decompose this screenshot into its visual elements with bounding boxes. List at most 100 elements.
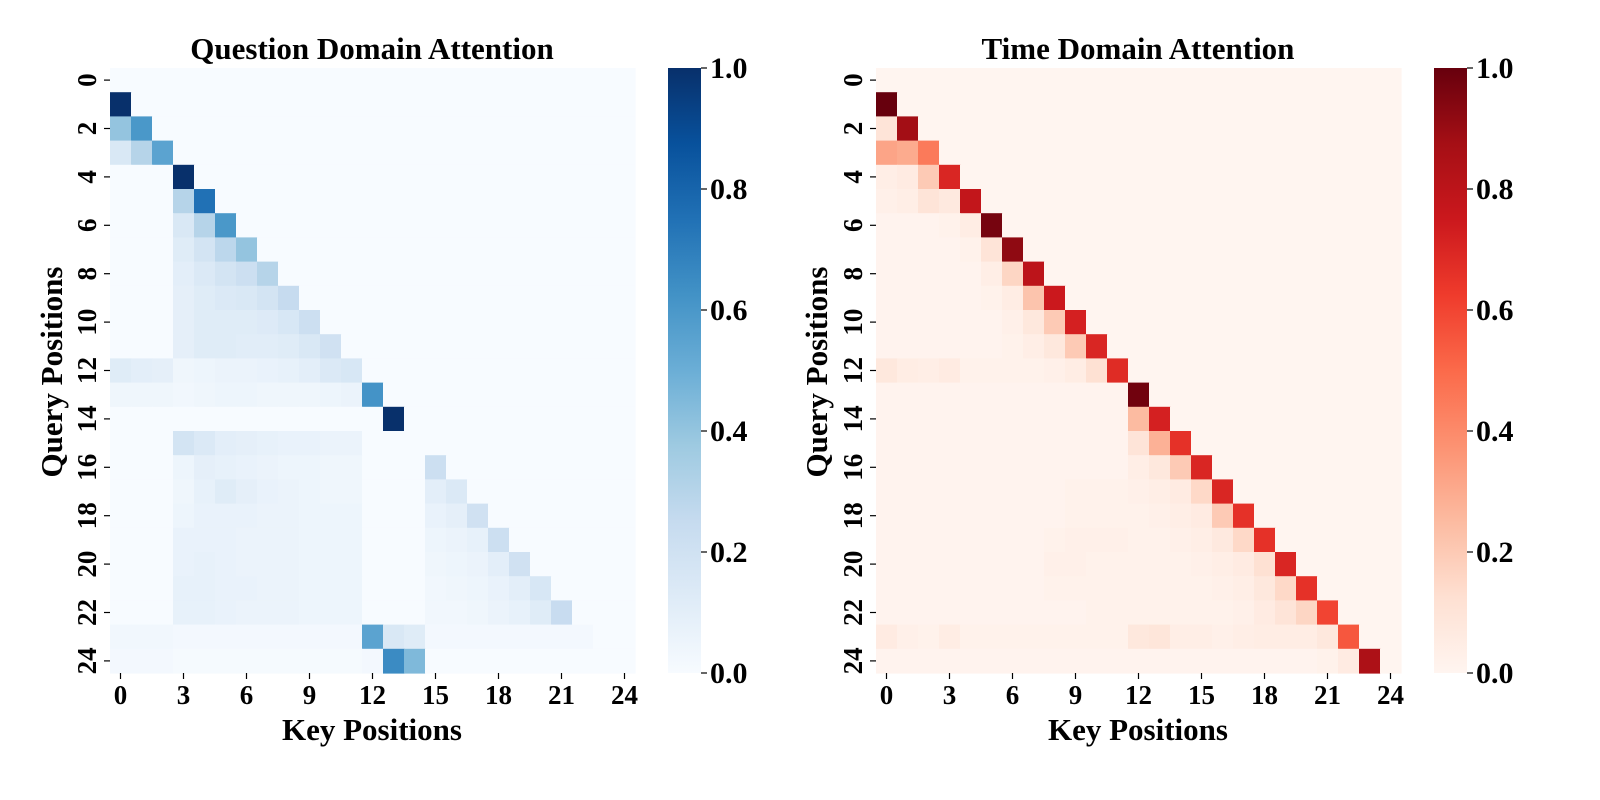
heatmap-cell [383, 285, 405, 311]
heatmap-cell [1380, 648, 1402, 674]
heatmap-cell [467, 406, 489, 432]
heatmap-cell [215, 140, 237, 166]
heatmap-cell [1191, 527, 1213, 553]
heatmap-cell [1023, 600, 1045, 626]
heatmap-cell [1065, 406, 1087, 432]
heatmap-cell [215, 164, 237, 190]
heatmap-cell [257, 68, 279, 93]
heatmap-cell [110, 552, 132, 577]
heatmap-cell [257, 237, 279, 263]
heatmap-cell [1317, 455, 1339, 480]
heatmap-cell [1338, 503, 1360, 529]
heatmap-cell [362, 116, 384, 142]
heatmap-cell [383, 576, 405, 601]
heatmap-cell [897, 527, 919, 553]
heatmap-cell [1170, 310, 1192, 335]
heatmap-cell [981, 479, 1003, 505]
colorbar-tick-label: 0.8 [710, 173, 748, 206]
x-tick-label: 18 [1251, 680, 1278, 710]
heatmap-cell [257, 576, 279, 601]
heatmap-cell [404, 116, 426, 142]
heatmap-cell [1086, 213, 1108, 238]
heatmap-cell [1359, 406, 1381, 432]
heatmap-cell [1023, 261, 1045, 287]
heatmap-cell [960, 382, 982, 408]
heatmap-cell [1149, 503, 1171, 529]
heatmap-cell [1086, 431, 1108, 456]
heatmap-cell [1338, 140, 1360, 166]
heatmap-cell [425, 189, 447, 214]
heatmap-cell [278, 576, 300, 601]
heatmap-cell [194, 237, 216, 263]
heatmap-cell [1149, 189, 1171, 214]
heatmap-cell [530, 455, 552, 480]
heatmap-cell [1317, 334, 1339, 359]
heatmap-cell [362, 503, 384, 529]
y-tick-label: 10 [838, 309, 868, 336]
heatmap-cell [299, 648, 321, 674]
heatmap-cell [918, 140, 940, 166]
heatmap-cell [341, 455, 363, 480]
heatmap-cell [425, 334, 447, 359]
heatmap-cell [960, 358, 982, 384]
heatmap-cell [425, 92, 447, 117]
heatmap-cell [876, 455, 898, 480]
heatmap-cell [1023, 406, 1045, 432]
heatmap-cell [1317, 310, 1339, 335]
heatmap-cell [509, 116, 531, 142]
heatmap-cell [960, 92, 982, 117]
heatmap-cell [1380, 358, 1402, 384]
heatmap-cell [488, 527, 510, 553]
heatmap-cell [110, 576, 132, 601]
heatmap-cell [1317, 576, 1339, 601]
heatmap-cell [551, 382, 573, 408]
heatmap-cell [572, 92, 594, 117]
heatmap-cell [1275, 431, 1297, 456]
heatmap-cell [1212, 624, 1234, 650]
heatmap-cell [383, 68, 405, 93]
heatmap-cell [1380, 237, 1402, 263]
heatmap-cell [1044, 624, 1066, 650]
heatmap-cell [572, 68, 594, 93]
heatmap-cell [1359, 479, 1381, 505]
x-tick-label: 15 [1188, 680, 1215, 710]
heatmap-cell [1275, 552, 1297, 577]
heatmap-cell [236, 189, 258, 214]
heatmap-cell [593, 648, 615, 674]
heatmap-cell [939, 479, 961, 505]
heatmap-cell [897, 552, 919, 577]
heatmap-cell [1149, 455, 1171, 480]
heatmap-cell [1254, 406, 1276, 432]
heatmap-cell [1338, 213, 1360, 238]
heatmap-cell [939, 576, 961, 601]
heatmap-cell [1338, 261, 1360, 287]
heatmap-cell [173, 116, 195, 142]
y-tick-label: 16 [72, 454, 102, 481]
heatmap-cell [593, 164, 615, 190]
heatmap-cell [509, 261, 531, 287]
heatmap-cell [1233, 455, 1255, 480]
heatmap-cell [1149, 237, 1171, 263]
heatmap-cell [1275, 92, 1297, 117]
heatmap-cell [1107, 334, 1129, 359]
heatmap-cell [1212, 164, 1234, 190]
heatmap-cell [1233, 382, 1255, 408]
heatmap-cell [194, 382, 216, 408]
heatmap-cell [1128, 358, 1150, 384]
y-tick-label: 6 [838, 219, 868, 233]
heatmap-cell [1149, 406, 1171, 432]
heatmap-cell [446, 116, 468, 142]
heatmap-cell [425, 358, 447, 384]
heatmap-cell [173, 503, 195, 529]
heatmap-cell [194, 310, 216, 335]
heatmap-cell [299, 213, 321, 238]
heatmap-cell [593, 600, 615, 626]
heatmap-cell [1275, 358, 1297, 384]
heatmap-cell [1149, 261, 1171, 287]
heatmap-cell [194, 140, 216, 166]
heatmap-cell [876, 624, 898, 650]
heatmap-cell [897, 624, 919, 650]
heatmap-cell [1233, 116, 1255, 142]
heatmap-cell [876, 358, 898, 384]
heatmap-cell [362, 527, 384, 553]
